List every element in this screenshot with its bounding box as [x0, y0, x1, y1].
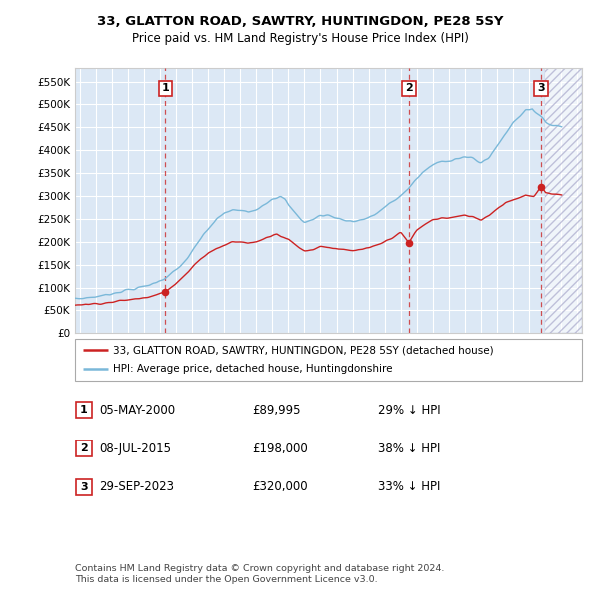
Text: £89,995: £89,995	[252, 404, 301, 417]
Text: Contains HM Land Registry data © Crown copyright and database right 2024.: Contains HM Land Registry data © Crown c…	[75, 565, 445, 573]
Text: This data is licensed under the Open Government Licence v3.0.: This data is licensed under the Open Gov…	[75, 575, 377, 584]
FancyBboxPatch shape	[76, 402, 92, 418]
Text: 2: 2	[80, 444, 88, 453]
Text: 29% ↓ HPI: 29% ↓ HPI	[378, 404, 440, 417]
FancyBboxPatch shape	[76, 440, 92, 457]
Text: 05-MAY-2000: 05-MAY-2000	[99, 404, 175, 417]
Text: 08-JUL-2015: 08-JUL-2015	[99, 442, 171, 455]
Text: £320,000: £320,000	[252, 480, 308, 493]
Text: £198,000: £198,000	[252, 442, 308, 455]
FancyBboxPatch shape	[76, 479, 92, 494]
Text: 3: 3	[80, 482, 88, 491]
Text: 1: 1	[80, 405, 88, 415]
Text: 29-SEP-2023: 29-SEP-2023	[99, 480, 174, 493]
Text: HPI: Average price, detached house, Huntingdonshire: HPI: Average price, detached house, Hunt…	[113, 365, 392, 375]
Text: 33, GLATTON ROAD, SAWTRY, HUNTINGDON, PE28 5SY: 33, GLATTON ROAD, SAWTRY, HUNTINGDON, PE…	[97, 15, 503, 28]
Text: 3: 3	[537, 83, 545, 93]
Text: 33% ↓ HPI: 33% ↓ HPI	[378, 480, 440, 493]
Text: 33, GLATTON ROAD, SAWTRY, HUNTINGDON, PE28 5SY (detached house): 33, GLATTON ROAD, SAWTRY, HUNTINGDON, PE…	[113, 345, 494, 355]
Text: 2: 2	[405, 83, 413, 93]
Text: 1: 1	[161, 83, 169, 93]
Text: Price paid vs. HM Land Registry's House Price Index (HPI): Price paid vs. HM Land Registry's House …	[131, 32, 469, 45]
FancyBboxPatch shape	[75, 339, 582, 381]
Text: 38% ↓ HPI: 38% ↓ HPI	[378, 442, 440, 455]
